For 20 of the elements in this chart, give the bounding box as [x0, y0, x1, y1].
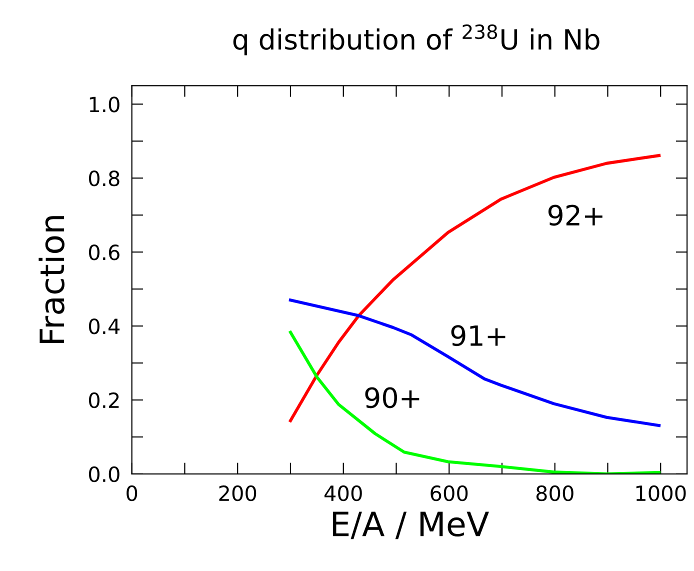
x-tick-label: 1000	[636, 485, 686, 502]
y-tick-label: 0.8	[88, 170, 120, 186]
series-label: 91+	[451, 325, 506, 346]
y-tick-label: 0.2	[88, 392, 119, 408]
y-axis-title: Fraction	[38, 216, 64, 344]
x-axis-title: E/A / MeV	[332, 512, 489, 540]
chart-title: q distribution of $^{238}$U in Nb	[233, 24, 600, 56]
series-label: 92+	[548, 204, 602, 226]
y-tick-label: 1.0	[90, 96, 120, 112]
x-tick-label: 400	[324, 485, 362, 502]
series-label: 90+	[365, 387, 420, 408]
line-series	[288, 298, 661, 428]
y-tick-label: 0.4	[88, 318, 120, 334]
x-tick-label: 600	[430, 485, 468, 502]
x-tick-label: 800	[536, 485, 574, 502]
y-tick-label: 0.0	[88, 466, 120, 482]
y-tick-label: 0.6	[88, 244, 120, 260]
x-tick-label: 200	[219, 485, 256, 502]
line-series	[288, 154, 661, 422]
x-tick-label: 0	[126, 485, 138, 502]
